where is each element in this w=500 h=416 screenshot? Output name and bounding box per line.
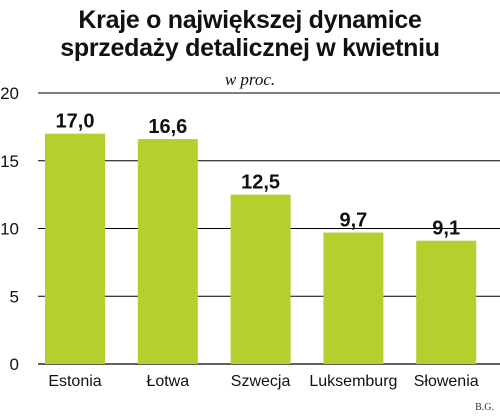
y-tick-labels: 0 5 10 15 20	[0, 84, 19, 374]
bar	[416, 240, 477, 364]
x-tick-label: Szwecja	[231, 373, 291, 390]
y-tick-label: 15	[0, 152, 19, 171]
value-label: 12,5	[241, 172, 280, 194]
bars	[45, 133, 477, 364]
chart-title-line-2: sprzedaży detalicznej w kwietniu	[60, 34, 440, 62]
value-label: 9,7	[339, 210, 367, 232]
x-tick-label: Luksemburg	[309, 373, 397, 390]
credit-text: B.G.	[475, 402, 494, 413]
chart-subtitle: w proc.	[224, 70, 276, 89]
bar	[45, 133, 105, 364]
x-tick-label: Łotwa	[146, 373, 189, 390]
y-tick-label: 0	[10, 355, 19, 374]
value-labels: 17,0 16,6 12,5 9,7 9,1	[56, 111, 461, 240]
y-tick-label: 10	[0, 220, 19, 239]
y-tick-label: 5	[10, 287, 19, 306]
bar	[230, 194, 291, 364]
y-tick-label: 20	[0, 84, 19, 103]
value-label: 16,6	[148, 116, 187, 138]
x-tick-label: Słowenia	[414, 373, 479, 390]
value-label: 9,1	[432, 218, 460, 240]
bar	[323, 232, 384, 364]
chart-title-line-1: Kraje o największej dynamice	[78, 6, 422, 34]
x-tick-labels: Estonia Łotwa Szwecja Luksemburg Słowenia	[48, 373, 478, 390]
chart-title: Kraje o największej dynamice sprzedaży d…	[0, 6, 500, 62]
value-label: 17,0	[56, 111, 95, 133]
x-tick-label: Estonia	[48, 373, 101, 390]
bar	[137, 139, 198, 364]
